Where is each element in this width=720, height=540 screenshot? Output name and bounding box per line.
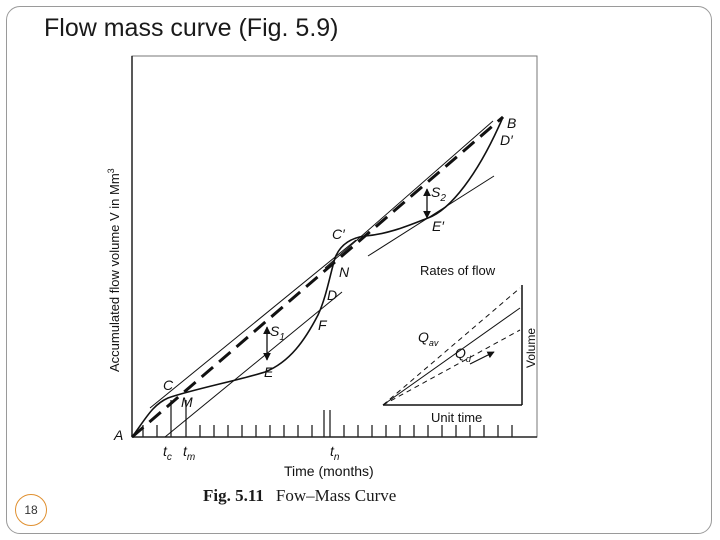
storage-label-s1: S1 xyxy=(270,323,285,343)
point-label-n: N xyxy=(339,264,350,280)
tangent-at-c-prime xyxy=(324,120,494,269)
tangent-at-c xyxy=(149,239,357,409)
inset-label-qd: Qd xyxy=(455,345,472,364)
figure-caption: Fig. 5.11 Fow–Mass Curve xyxy=(203,486,396,506)
point-label-d-prime: D′ xyxy=(500,132,514,148)
time-label-tm: tm xyxy=(183,443,195,463)
inset-upper-rate-line xyxy=(382,287,521,406)
slide-title: Flow mass curve (Fig. 5.9) xyxy=(44,14,339,42)
x-axis-label: Time (months) xyxy=(284,463,374,479)
figure-caption-text: Fow–Mass Curve xyxy=(275,486,397,505)
y-axis-label: Accumulated flow volume V in Mm3 xyxy=(106,168,122,372)
point-label-e-prime: E′ xyxy=(432,218,445,234)
tangent-at-e-prime xyxy=(367,175,495,257)
tangent-at-e xyxy=(164,291,343,438)
inset-qav-line xyxy=(382,307,521,406)
point-label-c-prime: C′ xyxy=(332,226,346,242)
time-label-tc: tc xyxy=(163,443,172,463)
point-label-c: C xyxy=(163,377,174,393)
rates-of-flow-inset: Rates of flow Qav Qd Unit time Volume xyxy=(382,263,538,425)
average-line-ab xyxy=(131,115,504,439)
time-label-tn: tn xyxy=(330,443,340,463)
storage-label-s2: S2 xyxy=(431,184,446,204)
figure-panel xyxy=(131,55,538,438)
point-label-d: D xyxy=(327,287,337,303)
inset-qd-line xyxy=(382,329,521,406)
point-label-b: B xyxy=(507,115,516,131)
inset-label-qav: Qav xyxy=(418,329,439,348)
inset-title: Rates of flow xyxy=(420,263,496,278)
inset-qd-arrow xyxy=(469,351,495,365)
inset-x-label: Unit time xyxy=(431,410,482,425)
point-label-a: A xyxy=(113,427,123,443)
point-label-f: F xyxy=(318,317,328,333)
point-label-e: E xyxy=(264,364,274,380)
time-ticks xyxy=(142,400,513,437)
point-label-m: M xyxy=(181,394,193,410)
page-number-badge: 18 xyxy=(15,494,47,526)
inset-y-label: Volume xyxy=(524,328,538,368)
figure-number: Fig. 5.11 xyxy=(203,486,264,505)
slide-frame xyxy=(6,6,712,534)
